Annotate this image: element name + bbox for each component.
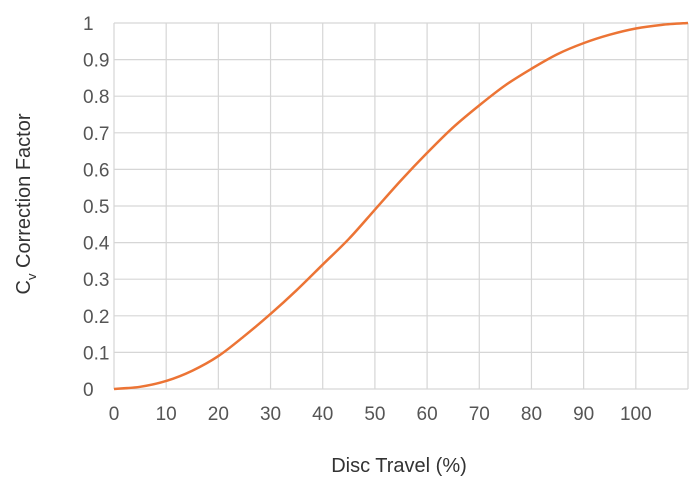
y-axis-title: Cv Correction Factor <box>13 113 39 294</box>
y-tick-label: 0.1 <box>83 343 109 364</box>
y-axis-title-main: C <box>13 280 35 294</box>
x-axis-ticks: 0 10 20 30 40 50 60 70 80 90 100 <box>109 404 652 425</box>
y-tick-label: 0.7 <box>83 124 109 145</box>
x-tick-label: 10 <box>156 404 177 425</box>
x-tick-label: 0 <box>109 404 120 425</box>
y-tick-label: 0 <box>83 380 94 401</box>
y-tick-label: 1 <box>83 14 94 35</box>
x-tick-label: 100 <box>620 404 652 425</box>
y-tick-label: 0.9 <box>83 51 109 72</box>
series-line-0 <box>113 21 689 391</box>
y-tick-label: 0.8 <box>83 87 109 108</box>
y-axis-title-rest: Correction Factor <box>13 113 35 273</box>
y-axis-title-subscript: v <box>24 273 39 280</box>
y-tick-label: 0.2 <box>83 307 109 328</box>
y-tick-label: 0.3 <box>83 270 109 291</box>
y-tick-label: 0.6 <box>83 160 109 181</box>
x-tick-label: 60 <box>417 404 438 425</box>
y-axis-ticks: 0 0.1 0.2 0.3 0.4 0.5 0.6 0.7 0.8 0.9 1 <box>83 14 110 401</box>
series-group <box>113 21 689 391</box>
x-tick-label: 20 <box>208 404 229 425</box>
y-tick-label: 0.4 <box>83 234 110 255</box>
grid <box>113 22 689 390</box>
x-tick-label: 70 <box>469 404 490 425</box>
x-tick-label: 90 <box>573 404 594 425</box>
x-tick-label: 30 <box>260 404 281 425</box>
x-tick-label: 50 <box>364 404 385 425</box>
y-tick-label: 0.5 <box>83 197 109 218</box>
x-tick-label: 40 <box>312 404 333 425</box>
x-axis-title: Disc Travel (%) <box>331 455 467 477</box>
x-tick-label: 80 <box>521 404 542 425</box>
